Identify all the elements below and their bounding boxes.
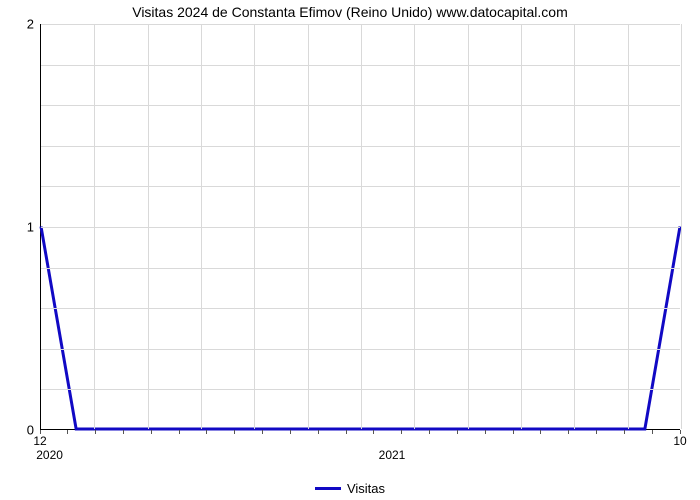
legend-swatch [315, 487, 341, 490]
legend-label: Visitas [347, 481, 385, 496]
chart-title: Visitas 2024 de Constanta Efimov (Reino … [0, 4, 700, 20]
x-endpoint-right: 10 [673, 434, 686, 448]
chart-container: Visitas 2024 de Constanta Efimov (Reino … [0, 0, 700, 500]
x-endpoint-left: 12 [33, 434, 46, 448]
legend: Visitas [0, 480, 700, 496]
x-tick-label: 2020 [36, 448, 63, 462]
y-tick-label: 0 [4, 423, 34, 438]
y-tick-label: 2 [4, 17, 34, 32]
y-tick-label: 1 [4, 220, 34, 235]
plot-area [40, 24, 680, 430]
x-tick-label: 2021 [379, 448, 406, 462]
